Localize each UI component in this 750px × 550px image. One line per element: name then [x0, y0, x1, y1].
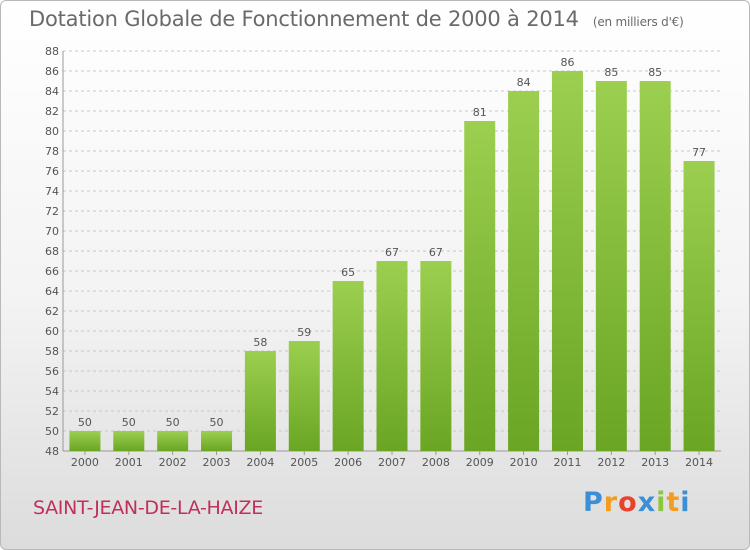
- y-tick-label: 50: [45, 425, 59, 438]
- data-label-2001: 50: [122, 416, 136, 429]
- data-label-2010: 84: [517, 76, 531, 89]
- y-tick-label: 86: [45, 65, 59, 78]
- logo-letter: t: [666, 487, 681, 518]
- chart-title-text: Dotation Globale de Fonctionnement de 20…: [29, 7, 579, 31]
- x-tick-label: 2006: [334, 456, 362, 469]
- x-tick-label: 2009: [466, 456, 494, 469]
- data-label-2006: 65: [341, 266, 355, 279]
- y-tick-label: 88: [45, 45, 59, 58]
- logo-letter: x: [637, 487, 657, 518]
- x-tick-label: 2000: [71, 456, 99, 469]
- x-tick-label: 2001: [115, 456, 143, 469]
- y-tick-label: 68: [45, 245, 59, 258]
- data-label-2013: 85: [648, 66, 662, 79]
- bar-2005: [288, 341, 320, 451]
- y-tick-label: 72: [45, 205, 59, 218]
- data-label-2003: 50: [210, 416, 224, 429]
- y-tick-label: 66: [45, 265, 59, 278]
- x-tick-label: 2012: [597, 456, 625, 469]
- bar-2008: [420, 261, 452, 451]
- y-tick-label: 62: [45, 305, 59, 318]
- bar-2010: [508, 91, 540, 451]
- data-label-2008: 67: [429, 246, 443, 259]
- x-tick-label: 2002: [159, 456, 187, 469]
- data-label-2009: 81: [473, 106, 487, 119]
- data-labels: 50 50 50 50 58 59 65 67 67 81 84 86 85 85 77: [78, 56, 706, 429]
- chart-unit: (en milliers d'€): [592, 15, 684, 29]
- x-tick-label: 2014: [685, 456, 713, 469]
- logo-letter: i: [656, 487, 667, 518]
- bar-2011: [551, 71, 583, 451]
- y-tick-label: 58: [45, 345, 59, 358]
- bar-2006: [332, 281, 364, 451]
- y-tick-label: 48: [45, 445, 59, 458]
- x-tick-label: 2007: [378, 456, 406, 469]
- x-tick-label: 2004: [246, 456, 274, 469]
- y-tick-label: 78: [45, 145, 59, 158]
- y-tick-label: 76: [45, 165, 59, 178]
- x-tick-label: 2011: [553, 456, 581, 469]
- x-tick-label: 2013: [641, 456, 669, 469]
- bar-2007: [376, 261, 408, 451]
- data-label-2014: 77: [692, 146, 706, 159]
- data-label-2002: 50: [166, 416, 180, 429]
- y-tick-label: 70: [45, 225, 59, 238]
- commune-name: SAINT-JEAN-DE-LA-HAIZE: [33, 497, 263, 519]
- bar-2009: [464, 121, 496, 451]
- bar-2002: [157, 431, 189, 451]
- logo-letter: i: [680, 487, 691, 518]
- x-tick-label: 2003: [203, 456, 231, 469]
- logo-letter: r: [603, 487, 619, 518]
- bar-2001: [113, 431, 145, 451]
- bar-2004: [244, 351, 276, 451]
- y-tick-label: 80: [45, 125, 59, 138]
- data-label-2007: 67: [385, 246, 399, 259]
- bar-2012: [595, 81, 627, 451]
- logo-letter: P: [583, 487, 604, 518]
- data-label-2000: 50: [78, 416, 92, 429]
- y-axis-ticks: 48 50 52 54 56 58 60 62 64 66 68 70 72 74 76 78 80 82 84 86…: [45, 45, 59, 458]
- y-tick-label: 56: [45, 365, 59, 378]
- bar-2003: [201, 431, 233, 451]
- y-tick-label: 54: [45, 385, 59, 398]
- bar-2013: [639, 81, 671, 451]
- x-axis-ticks: 2000 2001 2002 2003 2004 2005 2006 2007 2008 2009…: [71, 451, 713, 469]
- logo-letter: o: [618, 487, 638, 518]
- y-tick-label: 64: [45, 285, 59, 298]
- data-label-2012: 85: [604, 66, 618, 79]
- y-tick-label: 74: [45, 185, 59, 198]
- bars: [69, 71, 715, 451]
- data-label-2004: 58: [253, 336, 267, 349]
- y-tick-label: 84: [45, 85, 59, 98]
- bar-2014: [683, 161, 715, 451]
- x-tick-label: 2010: [510, 456, 538, 469]
- x-tick-label: 2008: [422, 456, 450, 469]
- bar-2000: [69, 431, 101, 451]
- proxiti-logo: Proxiti: [583, 487, 691, 518]
- y-tick-label: 52: [45, 405, 59, 418]
- y-tick-label: 60: [45, 325, 59, 338]
- x-tick-label: 2005: [290, 456, 318, 469]
- chart-title: Dotation Globale de Fonctionnement de 20…: [29, 7, 684, 31]
- data-label-2011: 86: [560, 56, 574, 69]
- data-label-2005: 59: [297, 326, 311, 339]
- y-tick-label: 82: [45, 105, 59, 118]
